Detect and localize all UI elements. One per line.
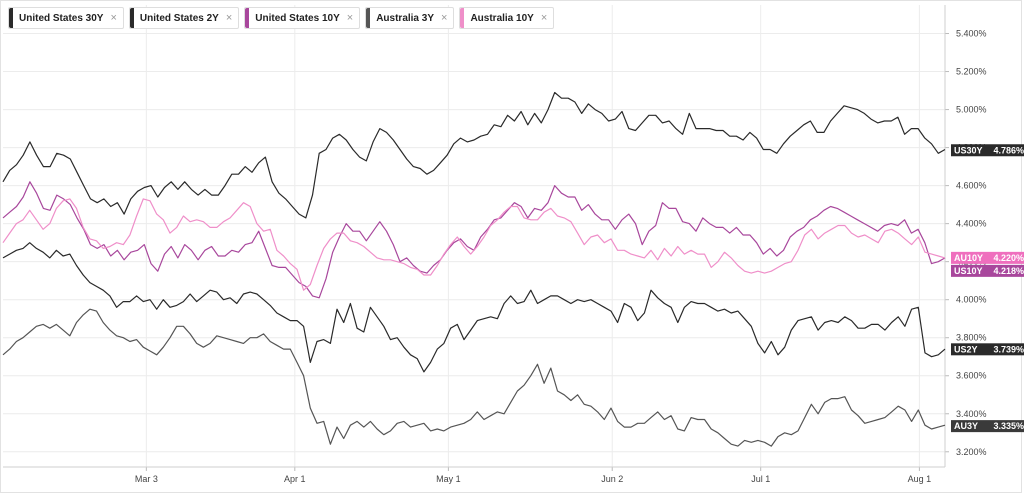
value-flag-value: 4.218%	[993, 266, 1024, 276]
value-flag-ticker: AU3Y	[954, 421, 978, 431]
close-icon[interactable]: ×	[346, 12, 354, 24]
x-tick-label: Apr 1	[284, 474, 306, 484]
y-tick-label: 4.400%	[956, 219, 987, 229]
legend-swatch	[129, 8, 134, 28]
value-flag-value: 3.335%	[993, 421, 1024, 431]
value-flag-value: 4.220%	[993, 253, 1024, 263]
legend-label: United States 2Y	[139, 12, 219, 24]
legend-chip-us2y[interactable]: United States 2Y ×	[128, 7, 240, 29]
x-tick-label: Jul 1	[751, 474, 770, 484]
legend-chip-au3y[interactable]: Australia 3Y ×	[365, 7, 455, 29]
close-icon[interactable]: ×	[441, 12, 448, 24]
series-line-australia-3y	[2, 308, 946, 447]
value-flag-bg	[951, 343, 1024, 356]
value-flag-us10y: US10Y 4.218%	[951, 264, 1024, 277]
y-tick-label: 3.800%	[956, 333, 987, 343]
y-tick-label: 4.600%	[956, 181, 987, 191]
value-flag-ticker: US30Y	[954, 145, 983, 155]
legend: United States 30Y × United States 2Y × U…	[8, 7, 555, 29]
value-flag-ticker: US10Y	[954, 266, 983, 276]
value-flag-ticker: AU10Y	[954, 253, 983, 263]
legend-label: Australia 3Y	[376, 12, 435, 24]
x-tick-label: Mar 3	[135, 474, 158, 484]
series-line-australia-10y	[2, 198, 946, 291]
legend-chip-us10y[interactable]: United States 10Y ×	[244, 7, 361, 29]
value-flag-ticker: US2Y	[954, 344, 978, 354]
legend-label: United States 30Y	[19, 12, 104, 24]
y-tick-label: 3.400%	[956, 409, 987, 419]
close-icon[interactable]: ×	[540, 12, 548, 24]
x-tick-label: Jun 2	[601, 474, 623, 484]
y-tick-label: 5.000%	[956, 105, 987, 115]
x-tick-label: Aug 1	[908, 474, 932, 484]
y-tick-label: 3.600%	[956, 371, 987, 381]
legend-swatch	[245, 8, 250, 28]
value-flag-au3y: AU3Y 3.335%	[951, 420, 1024, 433]
x-tick-label: May 1	[436, 474, 461, 484]
y-tick-label: 5.200%	[956, 67, 987, 77]
value-flag-bg	[951, 420, 1024, 433]
value-flag-us2y: US2Y 3.739%	[951, 343, 1024, 356]
y-tick-label: 5.400%	[956, 29, 987, 39]
value-flag-us30y: US30Y 4.786%	[951, 144, 1024, 157]
y-tick-label: 3.200%	[956, 447, 987, 457]
legend-chip-us30y[interactable]: United States 30Y ×	[8, 7, 124, 29]
legend-label: Australia 10Y	[470, 12, 534, 24]
series-line-united-states-30y	[2, 91, 946, 219]
close-icon[interactable]: ×	[110, 12, 117, 24]
value-flag-bg	[951, 251, 1024, 264]
legend-chip-au10y[interactable]: Australia 10Y ×	[459, 7, 555, 29]
value-flag-au10y: AU10Y 4.220%	[951, 251, 1024, 264]
value-flag-bg	[951, 264, 1024, 277]
value-flag-value: 3.739%	[993, 344, 1024, 354]
legend-label: United States 10Y	[255, 12, 340, 24]
value-flag-value: 4.786%	[993, 145, 1024, 155]
legend-swatch	[460, 8, 465, 28]
legend-swatch	[366, 8, 371, 28]
y-tick-label: 4.000%	[956, 295, 987, 305]
close-icon[interactable]: ×	[225, 12, 233, 24]
legend-swatch	[9, 8, 13, 28]
series-line-united-states-2y	[2, 242, 946, 373]
value-flag-bg	[951, 144, 1024, 157]
